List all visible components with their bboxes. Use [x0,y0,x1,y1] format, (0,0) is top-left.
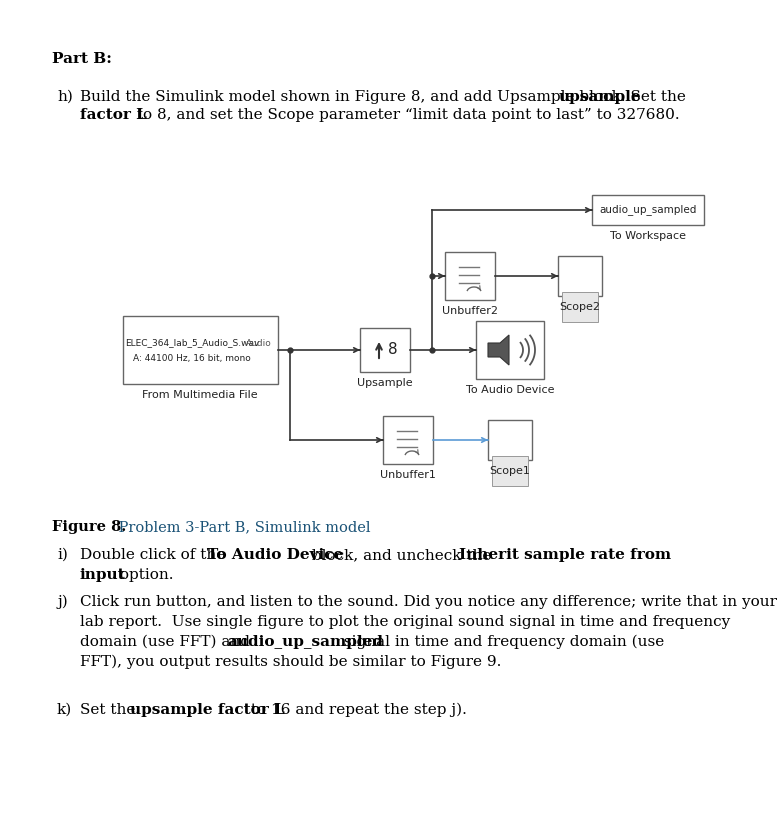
Text: Audio: Audio [246,339,272,348]
Text: Scope2: Scope2 [560,302,601,312]
Text: j): j) [57,595,68,609]
Text: to 16 and repeat the step j).: to 16 and repeat the step j). [246,703,467,717]
Bar [122,316,277,384]
Text: A: 44100 Hz, 16 bit, mono: A: 44100 Hz, 16 bit, mono [133,354,251,364]
Text: Set the: Set the [80,703,140,717]
Text: From Multimedia File: From Multimedia File [143,390,258,400]
Text: audio_up_sampled: audio_up_sampled [599,204,697,216]
Text: To Audio Device: To Audio Device [207,548,343,562]
Polygon shape [488,335,509,365]
Bar [492,456,528,486]
Text: 8: 8 [388,343,398,358]
Bar [360,328,410,372]
Text: audio_up_sampled: audio_up_sampled [227,635,383,649]
Text: to 8, and set the Scope parameter “limit data point to last” to 327680.: to 8, and set the Scope parameter “limit… [132,108,680,122]
Text: To Workspace: To Workspace [610,231,686,241]
Text: upsample: upsample [559,90,641,104]
Text: domain (use FFT) and: domain (use FFT) and [80,635,255,649]
Text: k): k) [57,703,72,717]
Bar [488,420,532,460]
Bar [445,252,495,300]
Bar [476,321,544,379]
Text: Build the Simulink model shown in Figure 8, and add Upsample block. Set the: Build the Simulink model shown in Figure… [80,90,691,104]
Text: input: input [80,568,125,582]
Bar [558,256,602,296]
Text: Unbuffer2: Unbuffer2 [442,306,498,316]
Text: factor L: factor L [80,108,147,122]
Bar [592,195,704,225]
Bar [562,292,598,322]
Text: block, and uncheck the: block, and uncheck the [307,548,496,562]
Text: Part B:: Part B: [52,52,112,66]
Text: To Audio Device: To Audio Device [466,385,554,395]
Text: Upsample: Upsample [357,378,413,388]
Text: FFT), you output results should be similar to Figure 9.: FFT), you output results should be simil… [80,655,501,669]
Text: h): h) [57,90,73,104]
Text: Problem 3-Part B, Simulink model: Problem 3-Part B, Simulink model [114,520,370,534]
Text: signal in time and frequency domain (use: signal in time and frequency domain (use [339,635,664,649]
Text: Inherit sample rate from: Inherit sample rate from [459,548,671,562]
Text: ELEC_364_lab_5_Audio_S.wav: ELEC_364_lab_5_Audio_S.wav [124,339,259,348]
Text: Scope1: Scope1 [489,466,530,476]
Text: Unbuffer1: Unbuffer1 [380,470,436,480]
Text: lab report.  Use single figure to plot the original sound signal in time and fre: lab report. Use single figure to plot th… [80,615,731,629]
Bar [383,416,433,464]
Text: Click run button, and listen to the sound. Did you notice any difference; write : Click run button, and listen to the soun… [80,595,777,609]
Text: i): i) [57,548,68,562]
Text: Double click of the: Double click of the [80,548,230,562]
Text: upsample factor L: upsample factor L [130,703,285,717]
Text: option.: option. [115,568,174,582]
Text: Figure 8.: Figure 8. [52,520,126,534]
